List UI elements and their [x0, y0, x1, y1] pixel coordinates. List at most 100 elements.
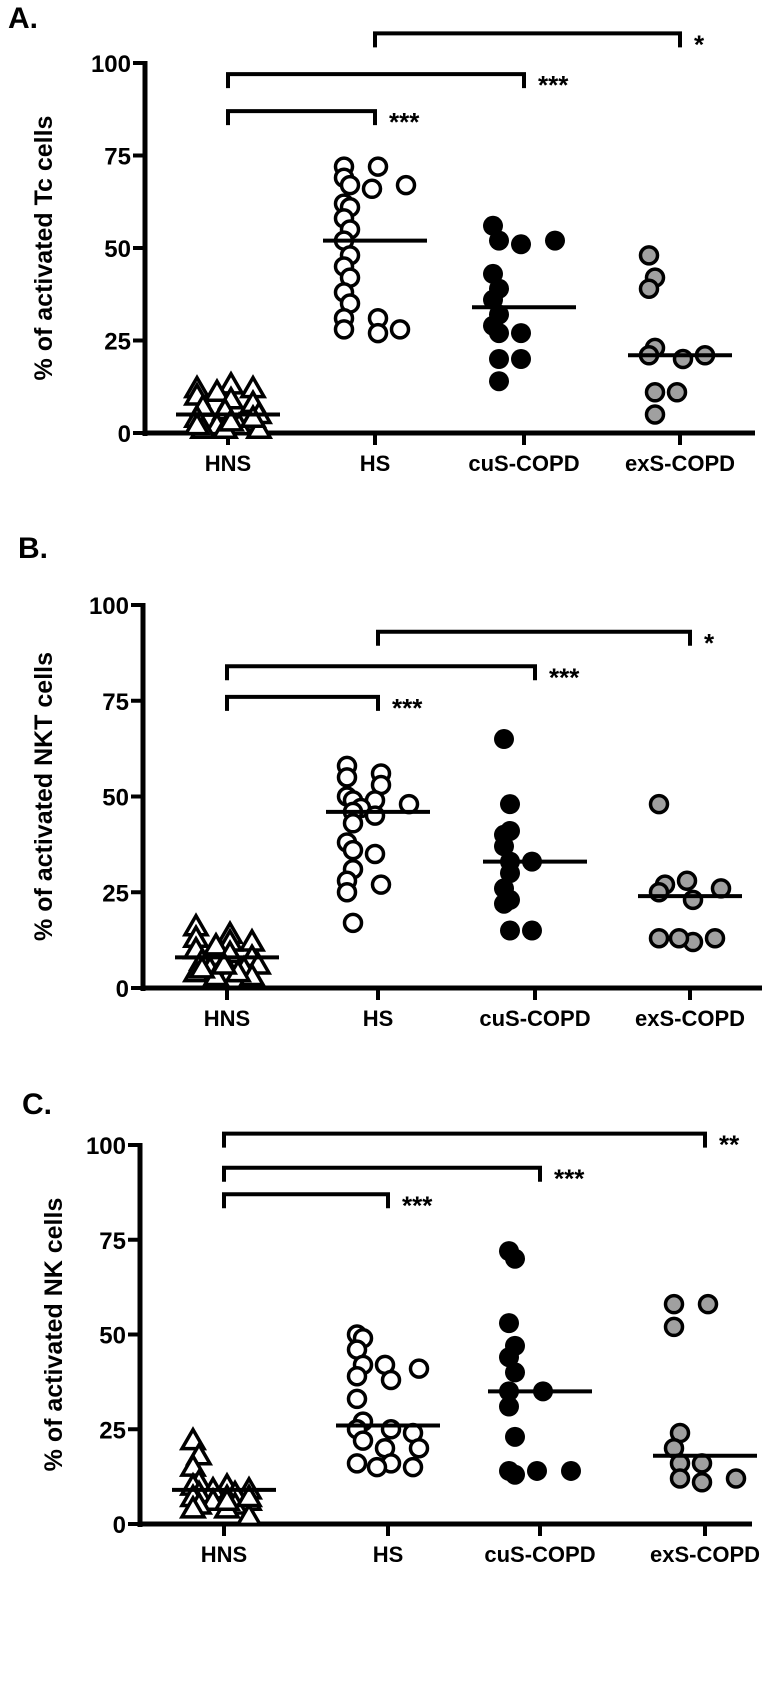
y-tick-label: 100 — [86, 1133, 126, 1160]
panel-label-a: A. — [8, 2, 38, 35]
significance-bracket — [222, 1192, 390, 1209]
data-point-circle — [408, 1437, 430, 1459]
data-point-circle — [522, 920, 542, 941]
significance-label: *** — [554, 1164, 585, 1194]
data-point-circle — [367, 156, 389, 177]
significance-bracket — [373, 31, 682, 48]
panel-label-c: C. — [22, 1088, 52, 1121]
data-point-circle — [494, 893, 514, 914]
y-tick-label: 75 — [99, 1228, 126, 1255]
data-point-circle — [691, 1472, 713, 1493]
significance-label: *** — [538, 70, 569, 100]
data-point-circle — [668, 927, 690, 949]
data-point-circle — [346, 1453, 368, 1474]
data-point-circle — [336, 882, 358, 903]
panel-label-b: B. — [18, 532, 48, 565]
data-point-circle — [500, 820, 520, 841]
data-point-circle — [500, 794, 520, 815]
data-point-circle — [638, 278, 660, 299]
data-point-circle — [682, 889, 704, 911]
significance-bracket — [222, 1165, 542, 1182]
data-point-circle — [489, 371, 509, 392]
significance-bracket — [376, 629, 692, 646]
data-point-circle — [663, 1293, 685, 1315]
data-point-circle — [505, 1248, 525, 1269]
data-point-circle — [561, 1460, 581, 1481]
data-point-circle — [663, 1316, 685, 1338]
significance-label: * — [694, 29, 705, 59]
data-point-circle — [648, 927, 670, 949]
data-point-circle — [352, 1430, 374, 1451]
data-point-triangle — [216, 407, 246, 432]
data-point-circle — [704, 927, 726, 949]
y-tick-label: 100 — [89, 593, 129, 620]
data-point-circle — [505, 1362, 525, 1383]
data-point-circle — [489, 230, 509, 251]
significance-bracket — [226, 109, 377, 126]
data-point-circle — [380, 1419, 402, 1440]
data-point-circle — [499, 1347, 519, 1368]
data-point-circle — [505, 1464, 525, 1485]
x-tick-label: HNS — [204, 1006, 250, 1031]
x-tick-label: exS-COPD — [625, 451, 735, 476]
data-point-triangle — [238, 403, 268, 428]
x-tick-label: exS-COPD — [650, 1542, 760, 1567]
data-point-circle — [339, 174, 361, 196]
panel-c: 0 25 50 75 100 % of activated NK cells HNS HS cu… — [40, 1130, 760, 1567]
data-point-circle — [505, 1426, 525, 1447]
x-tick-label: HS — [363, 1006, 394, 1031]
x-tick-label: HNS — [201, 1542, 247, 1567]
y-tick-label: 50 — [99, 1323, 126, 1350]
data-point-circle — [644, 382, 666, 403]
data-point-circle — [489, 349, 509, 369]
data-point-triangle — [201, 931, 231, 956]
x-tick-label: cuS-COPD — [479, 1006, 590, 1031]
data-point-circle — [676, 870, 698, 892]
x-tick-label: HNS — [205, 451, 251, 476]
x-tick-label: cuS-COPD — [468, 451, 579, 476]
y-tick-label: 25 — [102, 880, 129, 907]
data-point-circle — [545, 230, 565, 251]
y-axis-label: % of activated NKT cells — [30, 652, 58, 941]
significance-label: *** — [389, 107, 420, 137]
x-tick-label: HS — [360, 451, 391, 476]
data-point-circle — [697, 1293, 719, 1315]
data-point-circle — [648, 793, 670, 815]
data-point-circle — [389, 319, 411, 340]
data-point-circle — [370, 874, 392, 895]
significance-label: *** — [549, 662, 580, 692]
y-axis-label: % of activated NK cells — [40, 1198, 68, 1472]
significance-label: *** — [392, 693, 423, 723]
y-tick-label: 25 — [99, 1417, 126, 1444]
panel-a: 0 25 50 75 100 % of activated Tc cells HNS HS cu… — [30, 29, 755, 476]
data-point-triangle — [187, 954, 217, 979]
data-point-circle — [361, 178, 383, 200]
data-point-circle — [644, 404, 666, 425]
y-tick-label: 25 — [104, 329, 131, 356]
data-point-circle — [527, 1460, 547, 1481]
data-point-circle — [500, 863, 520, 884]
y-axis-label: % of activated Tc cells — [30, 116, 58, 381]
data-point-triangle — [178, 1494, 208, 1519]
significance-label: ** — [719, 1130, 740, 1160]
y-tick-label: 50 — [104, 236, 131, 263]
y-tick-label: 50 — [102, 785, 129, 812]
data-point-circle — [494, 836, 514, 857]
y-tick-label: 75 — [104, 144, 131, 171]
x-tick-label: HS — [373, 1542, 404, 1567]
data-point-circle — [342, 813, 364, 834]
data-point-circle — [342, 839, 364, 861]
data-point-triangle — [234, 1482, 264, 1508]
significance-bracket — [225, 664, 537, 681]
data-point-circle — [666, 382, 688, 403]
data-point-circle — [511, 323, 531, 344]
data-point-circle — [499, 1313, 519, 1334]
data-point-triangle — [212, 1486, 242, 1512]
y-tick-label: 75 — [102, 689, 129, 716]
significance-label: *** — [402, 1190, 433, 1220]
x-tick-label: cuS-COPD — [484, 1542, 595, 1567]
data-point-triangle — [182, 411, 212, 436]
data-point-circle — [333, 319, 355, 340]
data-point-circle — [489, 323, 509, 344]
